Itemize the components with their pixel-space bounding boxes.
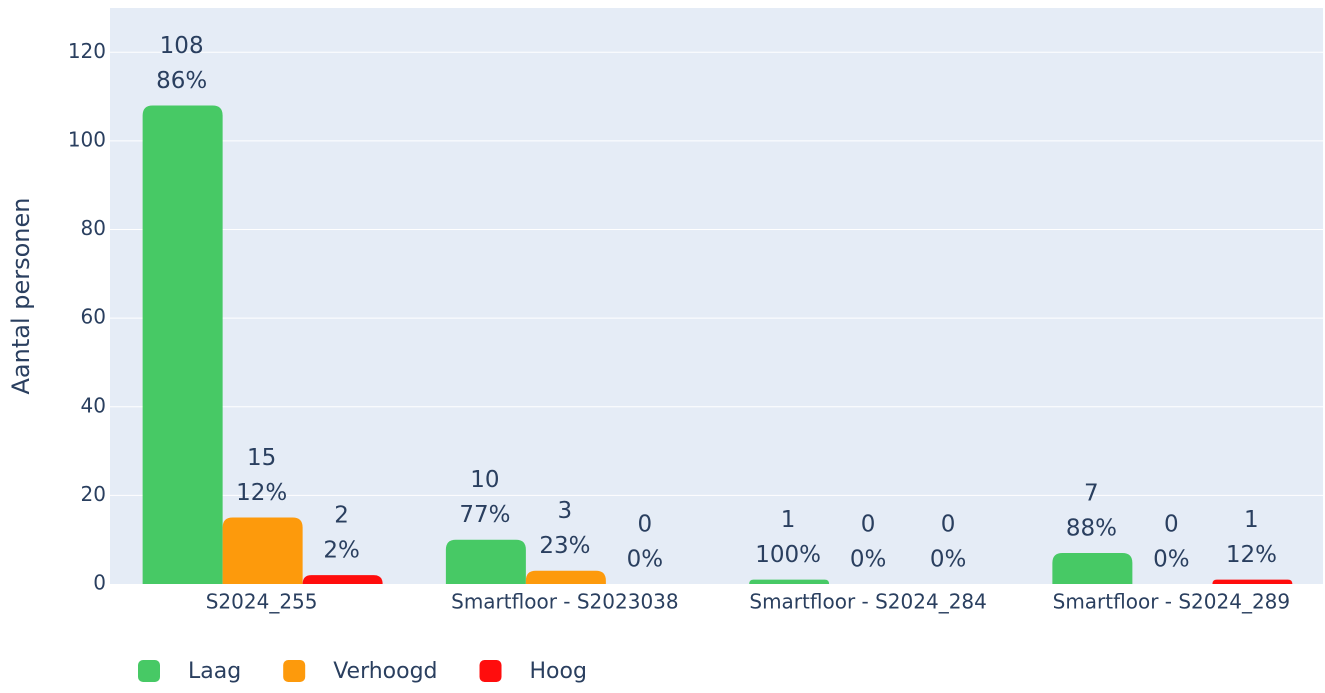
value-label: 108: [160, 33, 204, 59]
value-label: 0: [1164, 512, 1179, 538]
value-label: 0: [638, 512, 653, 538]
legend-swatch: [283, 660, 306, 682]
bar: [142, 105, 223, 584]
value-label: 2: [334, 503, 349, 529]
value-label: 1: [781, 507, 796, 533]
percent-label: 86%: [156, 68, 207, 94]
percent-label: 77%: [459, 502, 510, 528]
bar: [1052, 552, 1133, 584]
bar: [302, 575, 383, 584]
percent-label: 88%: [1066, 515, 1117, 541]
percent-label: 0%: [627, 547, 664, 573]
percent-label: 2%: [323, 538, 360, 564]
value-label: 15: [247, 445, 276, 471]
bar: [1212, 579, 1293, 584]
legend-swatch: [138, 660, 160, 682]
y-tick-label: 40: [81, 393, 106, 417]
percent-label: 23%: [539, 533, 590, 559]
y-tick-label: 60: [81, 305, 106, 329]
value-label: 7: [1084, 480, 1099, 506]
x-tick-label: Smartfloor - S2024_289: [1053, 590, 1291, 614]
y-tick-label: 20: [81, 482, 106, 506]
value-label: 3: [558, 498, 573, 524]
x-tick-label: Smartfloor - S2024_284: [749, 590, 987, 614]
y-axis-label: Aantal personen: [7, 198, 35, 395]
y-tick-label: 0: [93, 571, 106, 595]
percent-label: 0%: [1153, 547, 1190, 573]
y-tick-label: 100: [68, 127, 106, 151]
percent-label: 12%: [1226, 542, 1277, 568]
percent-label: 0%: [930, 547, 967, 573]
percent-label: 0%: [850, 547, 887, 573]
y-tick-label: 120: [68, 39, 106, 63]
value-label: 0: [941, 512, 956, 538]
y-tick-label: 80: [81, 216, 106, 240]
bar: [445, 539, 526, 584]
plot-area: [110, 8, 1323, 584]
legend-label: Hoog: [530, 659, 587, 684]
percent-label: 12%: [236, 480, 287, 506]
bar: [222, 517, 303, 584]
legend-label: Laag: [188, 659, 241, 684]
value-label: 1: [1244, 507, 1259, 533]
legend-swatch: [479, 660, 502, 682]
x-tick-label: S2024_255: [206, 590, 318, 614]
legend-label: Verhoogd: [333, 659, 437, 684]
percent-label: 100%: [755, 542, 821, 568]
value-label: 10: [470, 467, 499, 493]
bar: [525, 570, 606, 584]
bar: [749, 579, 830, 584]
x-tick-label: Smartfloor - S2023038: [451, 590, 679, 614]
value-label: 0: [861, 512, 876, 538]
